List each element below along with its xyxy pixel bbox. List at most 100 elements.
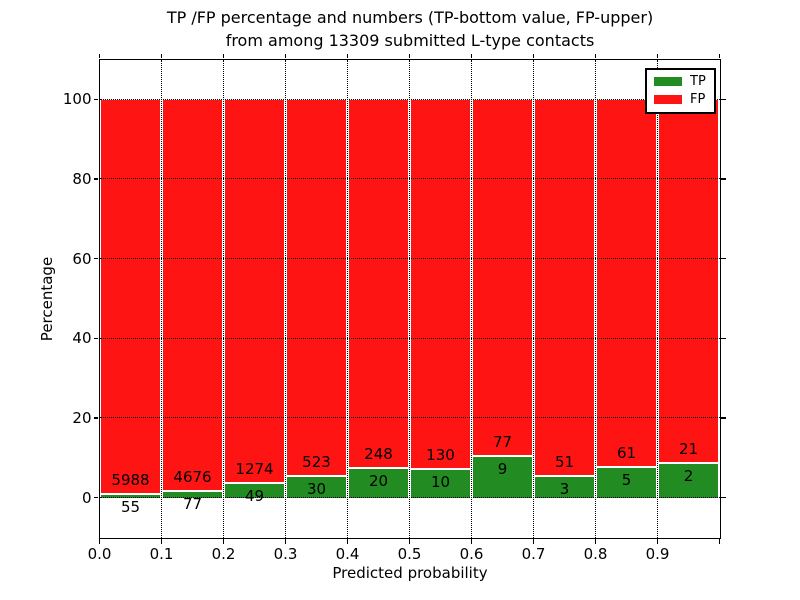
y-tick-mark <box>93 417 98 419</box>
tp-bar-segment <box>163 491 222 498</box>
x-tick-mark <box>656 539 659 544</box>
x-tick-mark-top <box>532 53 535 58</box>
x-tick-mark <box>408 539 411 544</box>
tp-bar-segment <box>101 494 160 498</box>
x-tick-mark-top <box>98 53 101 58</box>
y-tick-mark-right <box>721 496 726 499</box>
x-tick-mark <box>222 539 225 544</box>
y-tick-mark <box>93 337 98 340</box>
fp-count-label: 61 <box>616 444 637 463</box>
x-tick-label: 0.1 <box>149 544 174 563</box>
chart-title-line1: TP /FP percentage and numbers (TP-bottom… <box>166 8 654 27</box>
tp-bar-segment <box>411 469 470 498</box>
fp-count-label: 248 <box>364 444 393 463</box>
y-tick-mark-right <box>721 417 726 419</box>
v-gridline <box>408 59 410 538</box>
x-tick-mark-top <box>470 53 473 58</box>
legend-row: FP <box>654 93 708 106</box>
y-tick-label: 20 <box>72 409 92 427</box>
v-gridline <box>346 59 348 538</box>
x-tick-mark-top <box>346 53 349 58</box>
v-gridline <box>594 59 596 538</box>
v-gridline <box>470 59 472 538</box>
y-tick-mark <box>93 496 98 499</box>
fp-bar-segment <box>225 99 284 483</box>
v-gridline <box>222 59 224 538</box>
tp-count-label: 55 <box>120 498 141 517</box>
tp-count-label: 2 <box>683 467 694 486</box>
y-tick-mark-right <box>721 98 726 101</box>
y-tick-label: 40 <box>72 329 92 348</box>
x-axis-label: Predicted probability <box>332 564 488 582</box>
tp-bar-segment <box>349 467 408 498</box>
legend-label: TP <box>690 74 706 89</box>
y-tick-mark-right <box>721 337 726 340</box>
y-tick-label: 0 <box>81 488 92 507</box>
tp-count-label: 10 <box>430 473 451 492</box>
x-tick-label: 0.6 <box>459 544 484 563</box>
fp-count-label: 130 <box>426 446 455 465</box>
y-tick-mark-right <box>721 178 726 180</box>
y-tick-label: 80 <box>72 170 92 188</box>
v-gridline <box>656 59 658 538</box>
fp-count-label: 523 <box>302 453 331 472</box>
tp-count-label: 5 <box>621 471 632 490</box>
x-tick-label: 0.0 <box>87 544 112 563</box>
fp-count-label: 1274 <box>235 459 274 478</box>
x-tick-mark <box>594 539 597 544</box>
chart-title-line2: from among 13309 submitted L-type contac… <box>225 31 595 50</box>
x-tick-mark-top <box>222 53 225 58</box>
legend-row: TP <box>654 75 708 88</box>
x-tick-mark <box>532 539 535 544</box>
fp-bar-segment <box>659 99 718 464</box>
y-tick-mark-right <box>721 257 726 260</box>
fp-count-label: 51 <box>554 452 575 471</box>
x-tick-mark <box>160 539 163 544</box>
plot-area: 0 20 40 60 80 100 0.0 0.1 0.2 0.3 0.4 0.5 0.6 0.7 0.8 0… <box>63 53 726 563</box>
x-tick-mark-top <box>160 53 163 58</box>
ticks-layer: 0 20 40 60 80 100 0.0 0.1 0.2 0.3 0.4 0.5 0.6 0.7 0.8 0… <box>63 53 726 563</box>
count-labels-layer: 5988 55 4676 77 1274 49 523 30 248 20 130 10 77 9 51 3 6… <box>100 60 720 538</box>
x-tick-mark <box>718 539 721 544</box>
tp-count-label: 49 <box>244 486 265 505</box>
y-tick-mark <box>93 98 98 101</box>
x-tick-label: 0.5 <box>397 544 422 563</box>
x-tick-mark-top <box>284 53 287 58</box>
x-tick-label: 0.3 <box>273 544 298 563</box>
v-gridline <box>160 59 162 538</box>
fp-count-label: 77 <box>492 432 513 451</box>
tp-bar-segment <box>287 476 346 498</box>
fp-legend-swatch <box>654 95 682 104</box>
x-tick-mark-top <box>594 53 597 58</box>
y-tick-mark <box>93 178 98 180</box>
tp-bar-segment <box>225 482 284 498</box>
x-tick-mark-top <box>408 53 411 58</box>
v-gridline <box>284 59 286 538</box>
tp-bar-segment <box>659 463 718 498</box>
fp-bar-segment <box>473 99 532 456</box>
tp-count-label: 9 <box>497 459 508 478</box>
fp-bar-segment <box>411 99 470 470</box>
legend-label: FP <box>690 92 706 107</box>
tp-count-label: 77 <box>182 495 203 514</box>
fp-count-label: 5988 <box>111 471 150 490</box>
fp-count-label: 4676 <box>173 468 212 487</box>
tp-count-label: 30 <box>306 480 327 499</box>
tp-bar-segment <box>473 455 532 498</box>
fp-bar-segment <box>597 99 656 468</box>
tp-legend-swatch <box>654 77 682 86</box>
x-tick-label: 0.8 <box>583 544 608 563</box>
bars-layer <box>100 60 720 538</box>
x-tick-mark-top <box>656 53 659 58</box>
fp-bar-segment <box>535 99 594 476</box>
x-tick-mark <box>98 539 101 544</box>
tp-count-label: 3 <box>559 479 570 498</box>
x-tick-label: 0.2 <box>211 544 236 563</box>
fp-count-label: 21 <box>678 440 699 459</box>
y-tick-label: 60 <box>72 249 92 268</box>
tp-bar-segment <box>597 467 656 498</box>
x-tick-mark <box>470 539 473 544</box>
tp-count-label: 20 <box>368 471 389 490</box>
x-tick-label: 0.9 <box>645 544 670 563</box>
